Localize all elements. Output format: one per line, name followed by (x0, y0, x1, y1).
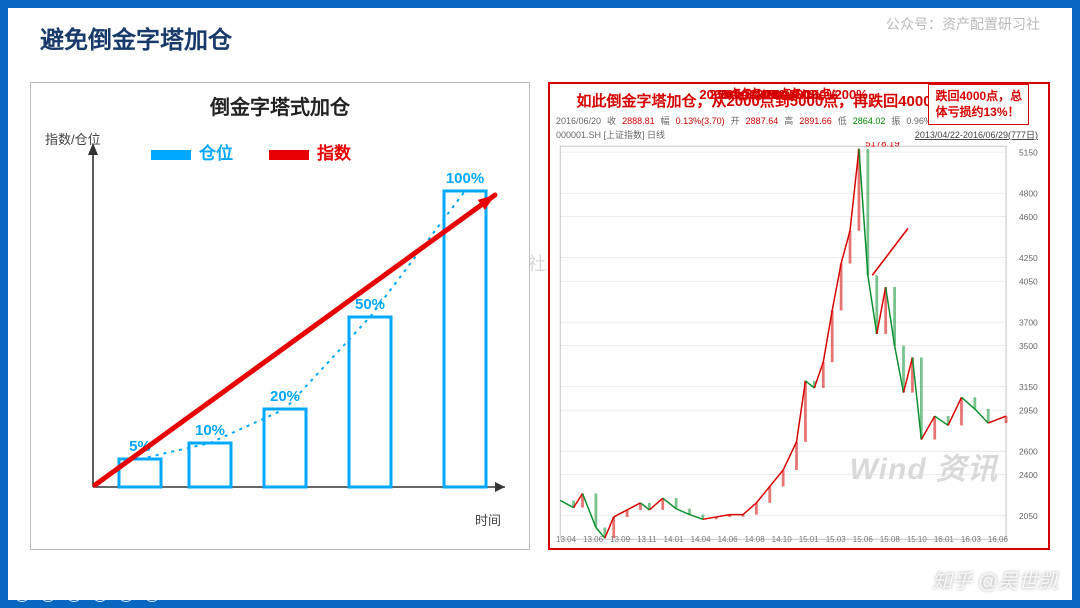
player-toolbar (14, 586, 160, 602)
svg-text:5150: 5150 (1019, 147, 1038, 157)
left-chart-svg: 5%10%20%50%100% (49, 131, 511, 531)
toolbar-next-icon[interactable] (66, 586, 82, 602)
svg-text:4250: 4250 (1019, 253, 1038, 263)
svg-text:2600: 2600 (1019, 446, 1038, 456)
svg-text:50%: 50% (355, 296, 385, 313)
svg-text:4050: 4050 (1019, 276, 1038, 286)
svg-text:10%: 10% (195, 422, 225, 439)
svg-text:2400: 2400 (1019, 470, 1038, 480)
toolbar-back-icon[interactable] (14, 586, 30, 602)
right-chart-subline: 000001.SH [上证指数] 日线 (556, 128, 665, 141)
right-chart-daterange: 2013/04/22-2016/06/29(777日) (915, 128, 1038, 141)
page-title: 避免倒金字塔加仓 (40, 20, 232, 55)
toolbar-play-icon[interactable] (40, 586, 56, 602)
toolbar-edit-icon[interactable] (92, 586, 108, 602)
price-annotation: 2000点/5% (699, 84, 763, 103)
svg-text:4600: 4600 (1019, 212, 1038, 222)
wind-watermark: Wind 资讯 (850, 444, 998, 488)
left-chart-title: 倒金字塔式加仓 (31, 91, 529, 120)
svg-text:3700: 3700 (1019, 317, 1038, 327)
svg-text:4800: 4800 (1019, 188, 1038, 198)
svg-text:2050: 2050 (1019, 511, 1038, 521)
toolbar-zoom-icon[interactable] (118, 586, 134, 602)
svg-text:2950: 2950 (1019, 405, 1038, 415)
svg-text:100%: 100% (446, 170, 484, 187)
svg-text:3150: 3150 (1019, 382, 1038, 392)
right-chart-xticks: 13.0413.0613.0913.1114.0114.0414.0614.08… (556, 535, 1008, 544)
watermark-top: 公众号：资产配置研习社 (886, 14, 1040, 34)
toolbar-more-icon[interactable] (144, 586, 160, 602)
panels: 倒金字塔式加仓 指数/仓位 时间 仓位 指数 5%10%20%50%100% 如… (30, 82, 1050, 550)
loss-callout: 跌回4000点，总体亏损约13%！ (928, 84, 1029, 125)
left-chart-panel: 倒金字塔式加仓 指数/仓位 时间 仓位 指数 5%10%20%50%100% (30, 82, 530, 550)
svg-text:5178.19: 5178.19 (865, 142, 899, 150)
watermark-bottom: 知乎 @吴世凯 (932, 565, 1058, 594)
svg-text:3500: 3500 (1019, 341, 1038, 351)
right-chart-panel: 如此倒金字塔加仓，从2000点到5000点，再跌回4000点，亏多少？ 2016… (548, 82, 1050, 550)
